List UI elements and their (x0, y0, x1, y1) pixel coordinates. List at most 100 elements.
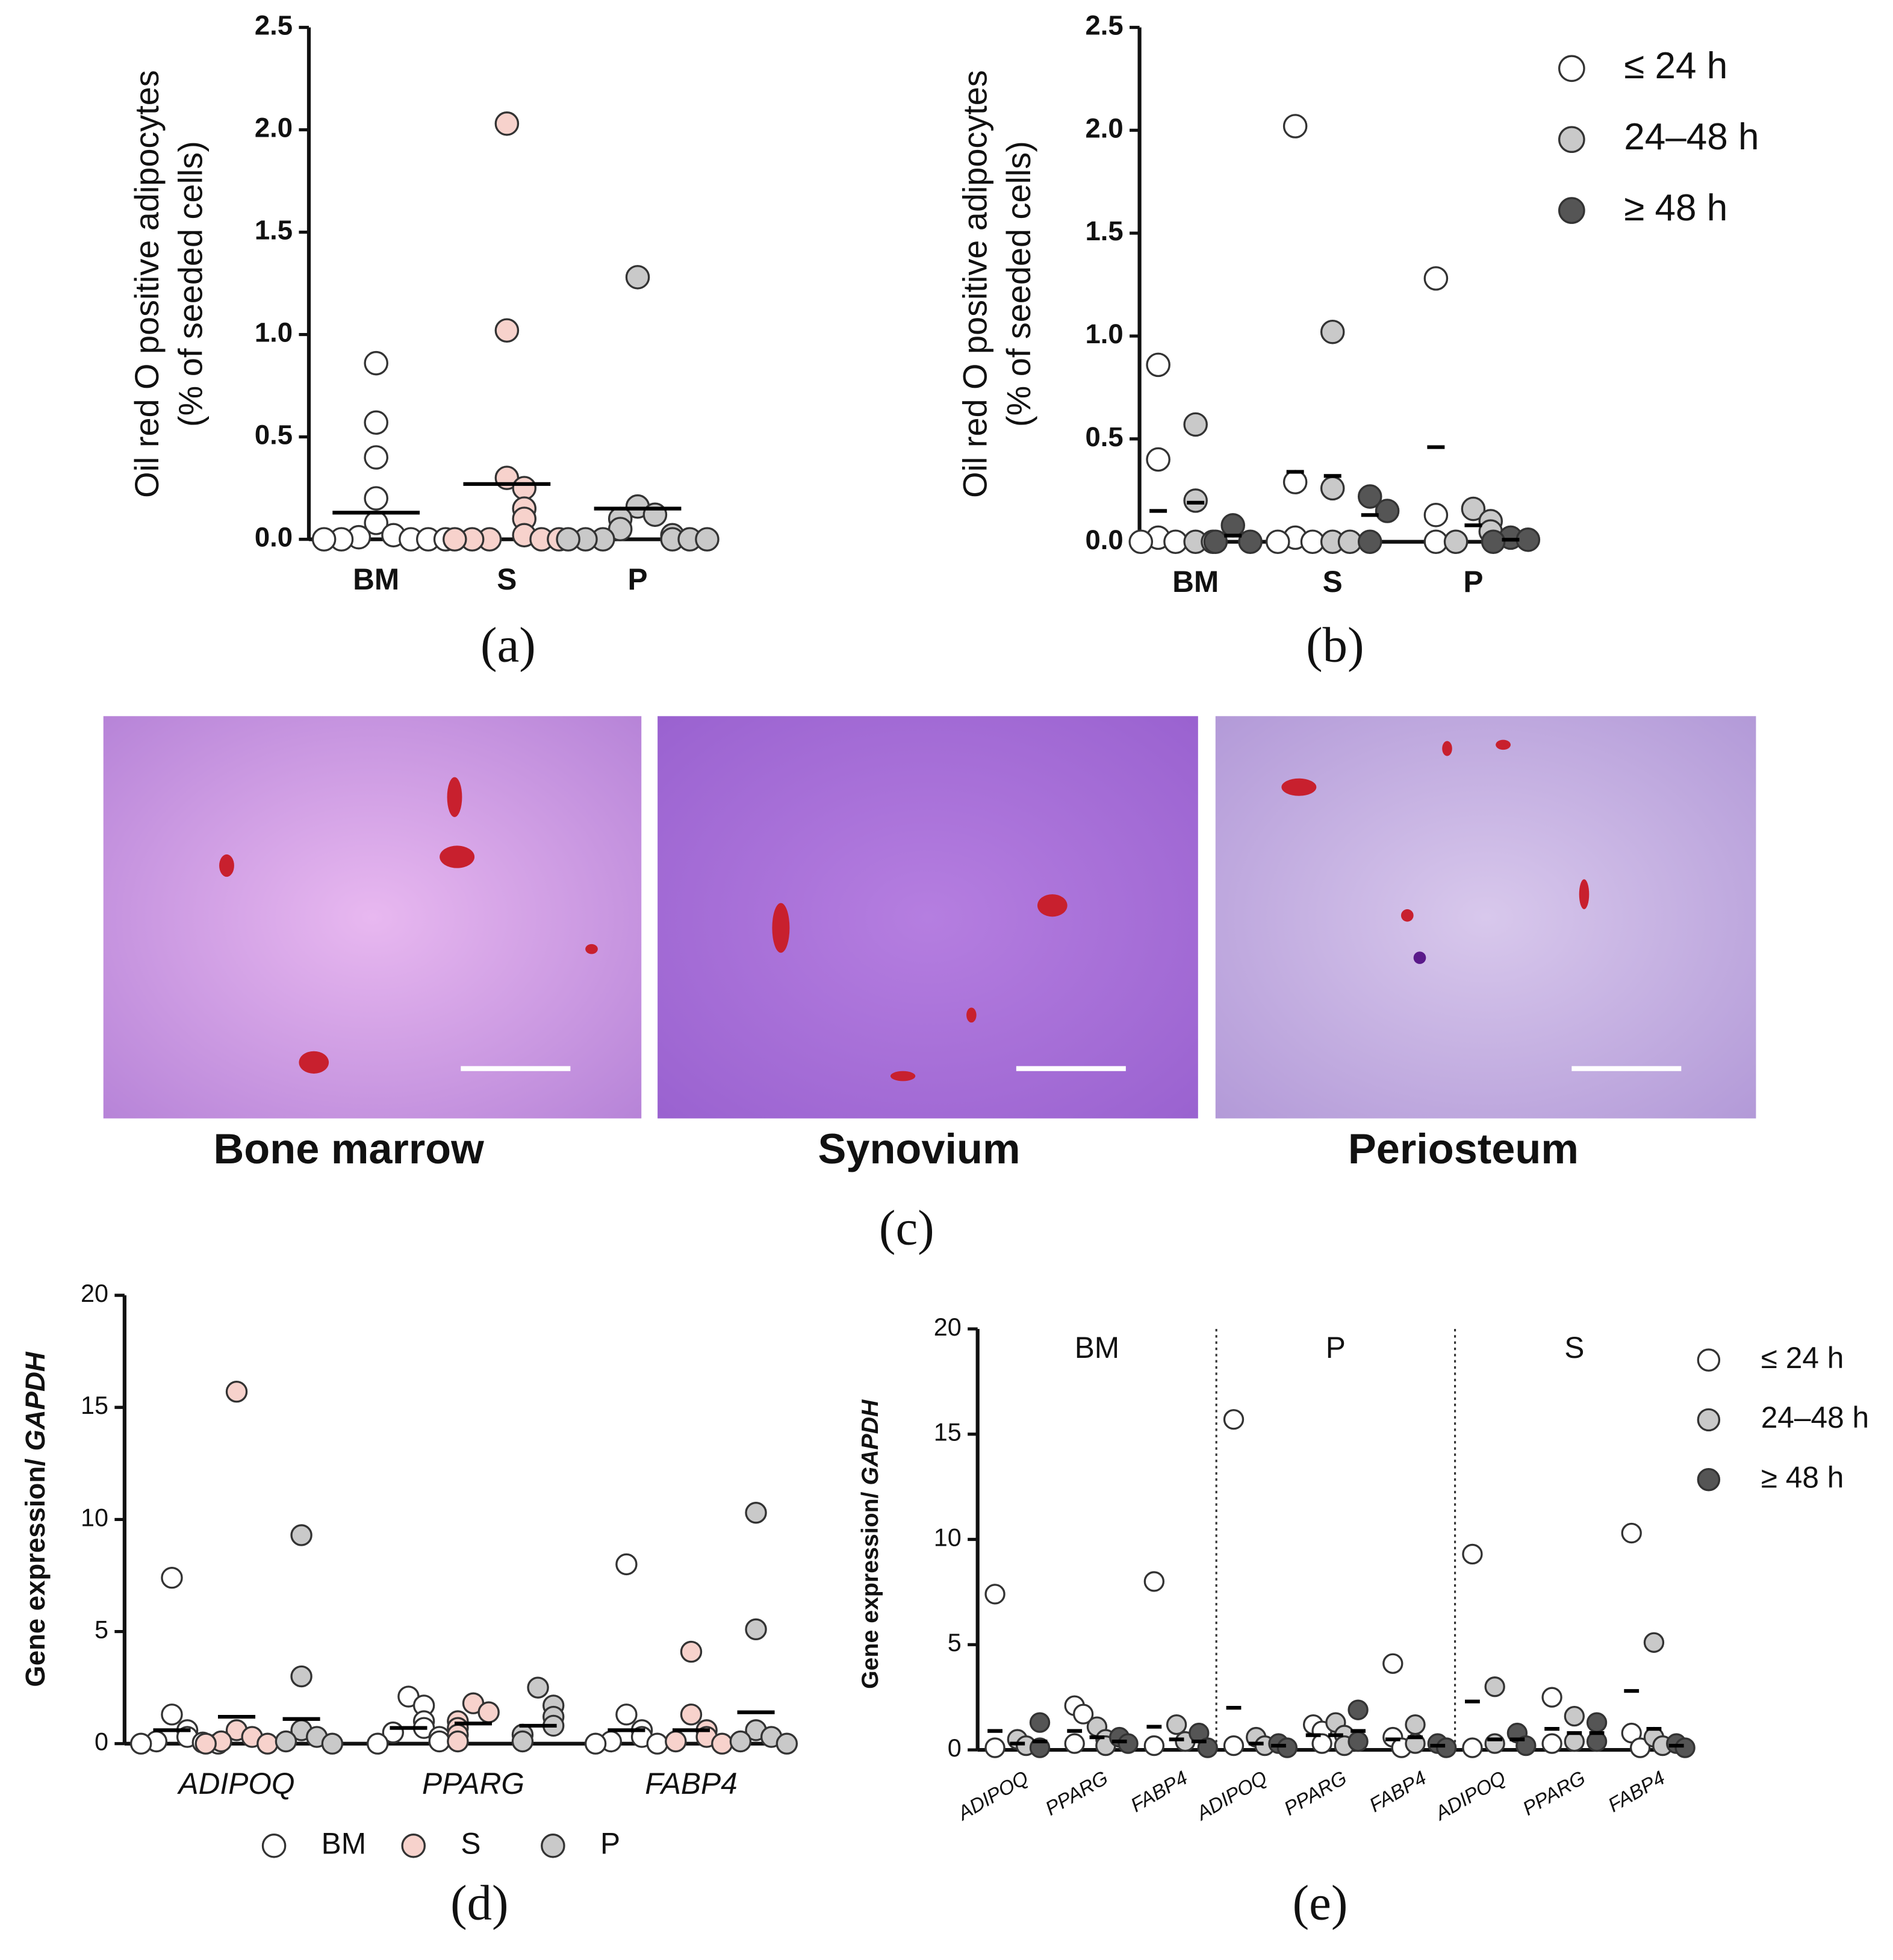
micrograph (657, 716, 1198, 1119)
data-point (1320, 476, 1345, 501)
data-point (1481, 529, 1506, 555)
data-point (615, 1553, 638, 1576)
data-point (1223, 1409, 1245, 1430)
y-axis-label: (% of seeded cells) (171, 141, 209, 427)
data-point (512, 476, 536, 500)
data-point (584, 1732, 607, 1755)
data-point (745, 1502, 767, 1524)
legend-marker (1558, 197, 1585, 224)
data-point (494, 111, 520, 136)
micrograph-label: Synovium (818, 1125, 1020, 1172)
data-point (680, 1640, 703, 1663)
legend-label: ≥ 48 h (1624, 187, 1727, 229)
data-point (729, 1730, 752, 1753)
legend-label: 24–48 h (1761, 1401, 1869, 1434)
data-point (1143, 1735, 1165, 1756)
data-point (1311, 1733, 1332, 1754)
x-tick-label: ADIPOQ (953, 1767, 1033, 1825)
y-axis-label-italic: GAPDH (857, 1399, 883, 1485)
data-point (1146, 447, 1170, 472)
panel-caption: (c) (879, 1200, 934, 1255)
y-tick-label: 1.5 (255, 215, 293, 246)
data-point (1423, 503, 1449, 527)
legend-marker (1697, 1467, 1721, 1492)
section-label: S (1564, 1331, 1584, 1364)
x-tick-label: FABP4 (1605, 1767, 1669, 1817)
y-tick-label: 5 (948, 1629, 962, 1657)
data-point (984, 1584, 1006, 1605)
data-point (1203, 529, 1228, 555)
panel-caption: (b) (1306, 617, 1364, 673)
data-point (290, 1665, 312, 1688)
y-axis-label: Gene expression/ GAPDH (857, 1399, 883, 1689)
y-tick-label: 0.5 (255, 420, 293, 450)
panel-caption: (d) (450, 1875, 508, 1930)
legend-marker (1697, 1348, 1721, 1372)
data-point (1146, 352, 1170, 378)
data-point (161, 1703, 183, 1726)
y-tick-label: 15 (81, 1392, 108, 1419)
y-tick-label: 0.0 (1085, 524, 1123, 555)
data-point (1462, 1737, 1483, 1758)
data-point (711, 1732, 733, 1755)
x-tick-label: P (627, 562, 647, 596)
data-point (311, 527, 337, 552)
data-point (695, 527, 720, 552)
y-tick-label: 20 (81, 1280, 108, 1307)
data-point (556, 527, 580, 552)
data-point (1586, 1712, 1608, 1733)
data-point (1143, 1571, 1165, 1592)
data-point (256, 1732, 279, 1755)
data-point (527, 1676, 549, 1699)
legend-label: ≥ 48 h (1761, 1460, 1844, 1494)
data-point (511, 1730, 534, 1753)
data-point (1382, 1653, 1403, 1674)
data-point (1347, 1699, 1369, 1720)
panel-caption: (a) (480, 617, 536, 673)
data-point (1072, 1703, 1094, 1725)
y-axis-label: (% of seeded cells) (999, 141, 1037, 427)
chart: 0 5 10 15 20 Gene expression/ GAPDH (d) ADIPOQ P… (20, 1280, 798, 1930)
y-axis-label-text: Gene expression/ (20, 1458, 51, 1687)
y-tick-label: 2.0 (255, 113, 293, 143)
data-point (615, 1703, 638, 1726)
data-point (1405, 1714, 1426, 1735)
y-tick-label: 10 (934, 1523, 962, 1551)
data-point (1276, 1737, 1298, 1758)
data-point (1029, 1712, 1051, 1733)
data-point (1436, 1737, 1457, 1758)
y-tick-label: 15 (934, 1419, 962, 1446)
chart: 0.0 0.5 1.0 1.5 2.0 2.5 Oil red O positive adi… (128, 10, 720, 673)
data-point (1564, 1731, 1585, 1752)
data-point (1423, 266, 1449, 291)
data-point (364, 350, 388, 376)
x-tick-label: BM (1172, 565, 1219, 599)
data-point (129, 1732, 152, 1755)
data-point (1128, 529, 1154, 555)
legend-marker (401, 1834, 426, 1858)
data-point (1117, 1733, 1139, 1754)
legend-label: ≤ 24 h (1624, 45, 1727, 87)
data-point (364, 410, 388, 435)
x-tick-label: BM (353, 562, 399, 596)
data-point (477, 1701, 500, 1723)
x-tick-label: FABP4 (1366, 1767, 1430, 1817)
data-point (1238, 529, 1263, 555)
y-tick-label: 0 (948, 1734, 962, 1762)
data-point (1064, 1733, 1085, 1754)
chart: 0.0 0.5 1.0 1.5 2.0 2.5 Oil red O positive adi… (956, 10, 1759, 673)
x-tick-label: ADIPOQ (1431, 1767, 1510, 1825)
data-point (1375, 499, 1400, 523)
legend-label: S (461, 1826, 480, 1860)
section-label: BM (1075, 1331, 1119, 1364)
legend-marker (1558, 55, 1585, 82)
x-tick-label: S (497, 562, 517, 596)
data-point (161, 1567, 183, 1589)
data-point (1220, 513, 1245, 538)
y-tick-label: 5 (95, 1616, 108, 1643)
y-tick-label: 0.0 (255, 522, 293, 553)
legend-label: 24–48 h (1624, 116, 1759, 158)
data-point (1357, 484, 1382, 509)
data-point (1515, 527, 1541, 552)
micrograph-label: Periosteum (1348, 1125, 1579, 1172)
